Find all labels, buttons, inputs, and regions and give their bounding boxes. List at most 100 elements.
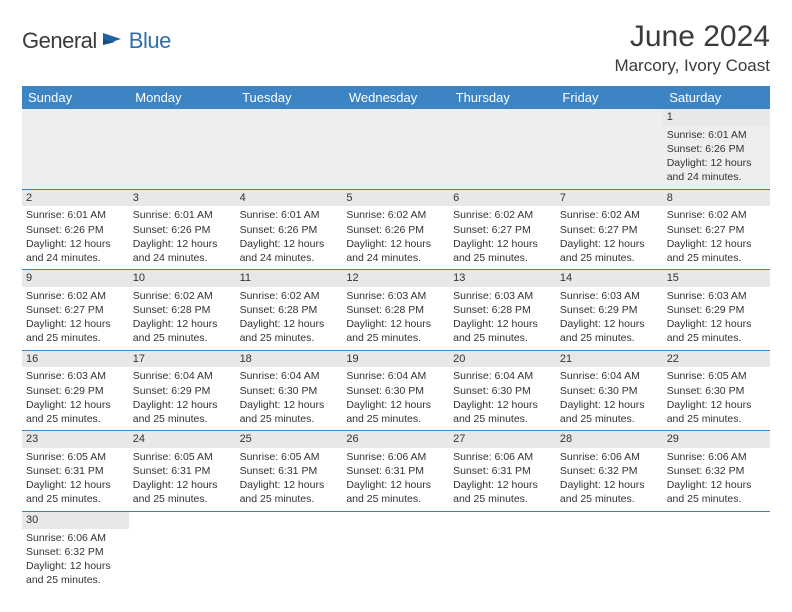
calendar-cell: 14Sunrise: 6:03 AMSunset: 6:29 PMDayligh… [556, 270, 663, 351]
day-detail: Sunrise: 6:01 AM [667, 128, 766, 142]
day-detail: Sunset: 6:26 PM [240, 223, 339, 237]
day-detail: and 25 minutes. [133, 492, 232, 506]
day-detail: Sunset: 6:26 PM [667, 142, 766, 156]
day-number: 14 [556, 270, 663, 287]
day-detail: Daylight: 12 hours [240, 317, 339, 331]
month-title: June 2024 [614, 20, 770, 54]
calendar-cell: 21Sunrise: 6:04 AMSunset: 6:30 PMDayligh… [556, 350, 663, 431]
day-detail: Sunrise: 6:04 AM [453, 369, 552, 383]
calendar-cell: 4Sunrise: 6:01 AMSunset: 6:26 PMDaylight… [236, 189, 343, 270]
day-detail: Daylight: 12 hours [26, 237, 125, 251]
flag-icon [103, 31, 125, 52]
day-detail: and 25 minutes. [26, 412, 125, 426]
header: General Blue June 2024 Marcory, Ivory Co… [22, 20, 770, 76]
day-detail: Sunrise: 6:06 AM [453, 450, 552, 464]
day-number: 9 [22, 270, 129, 287]
day-number: 28 [556, 431, 663, 448]
day-detail: Sunrise: 6:03 AM [667, 289, 766, 303]
calendar-cell: 13Sunrise: 6:03 AMSunset: 6:28 PMDayligh… [449, 270, 556, 351]
day-number: 8 [663, 190, 770, 207]
calendar-cell [342, 109, 449, 189]
day-detail: Daylight: 12 hours [133, 317, 232, 331]
day-detail: Sunrise: 6:02 AM [346, 208, 445, 222]
day-number: 7 [556, 190, 663, 207]
calendar-cell: 9Sunrise: 6:02 AMSunset: 6:27 PMDaylight… [22, 270, 129, 351]
day-detail: and 25 minutes. [346, 412, 445, 426]
day-number: 11 [236, 270, 343, 287]
day-number: 5 [342, 190, 449, 207]
day-detail: Sunset: 6:31 PM [133, 464, 232, 478]
day-detail: Sunrise: 6:06 AM [26, 531, 125, 545]
day-detail: and 25 minutes. [240, 331, 339, 345]
day-detail: Sunset: 6:30 PM [667, 384, 766, 398]
day-number: 2 [22, 190, 129, 207]
weekday-header: Wednesday [342, 86, 449, 109]
logo-text-general: General [22, 28, 97, 54]
day-detail: Sunrise: 6:03 AM [453, 289, 552, 303]
day-detail: Daylight: 12 hours [453, 398, 552, 412]
logo: General Blue [22, 20, 171, 54]
calendar-cell [556, 511, 663, 591]
calendar-cell: 12Sunrise: 6:03 AMSunset: 6:28 PMDayligh… [342, 270, 449, 351]
calendar-table: Sunday Monday Tuesday Wednesday Thursday… [22, 86, 770, 591]
day-detail: Daylight: 12 hours [346, 317, 445, 331]
day-detail: Sunrise: 6:06 AM [560, 450, 659, 464]
day-detail: Sunset: 6:31 PM [240, 464, 339, 478]
day-number: 15 [663, 270, 770, 287]
day-detail: Daylight: 12 hours [346, 398, 445, 412]
day-detail: Sunset: 6:28 PM [346, 303, 445, 317]
day-detail: Sunset: 6:30 PM [560, 384, 659, 398]
day-detail: Sunset: 6:27 PM [667, 223, 766, 237]
day-detail: and 25 minutes. [667, 492, 766, 506]
day-detail: and 25 minutes. [26, 331, 125, 345]
calendar-cell: 6Sunrise: 6:02 AMSunset: 6:27 PMDaylight… [449, 189, 556, 270]
day-detail: Sunset: 6:27 PM [560, 223, 659, 237]
weekday-header: Tuesday [236, 86, 343, 109]
day-detail: Daylight: 12 hours [26, 317, 125, 331]
day-detail: Sunrise: 6:01 AM [240, 208, 339, 222]
calendar-cell [556, 109, 663, 189]
calendar-row: 9Sunrise: 6:02 AMSunset: 6:27 PMDaylight… [22, 270, 770, 351]
location: Marcory, Ivory Coast [614, 56, 770, 76]
calendar-cell [449, 511, 556, 591]
day-detail: Sunrise: 6:04 AM [240, 369, 339, 383]
day-number: 22 [663, 351, 770, 368]
calendar-cell [342, 511, 449, 591]
day-detail: Daylight: 12 hours [560, 398, 659, 412]
day-detail: and 25 minutes. [667, 412, 766, 426]
calendar-cell: 29Sunrise: 6:06 AMSunset: 6:32 PMDayligh… [663, 431, 770, 512]
day-number: 1 [663, 109, 770, 126]
day-number: 3 [129, 190, 236, 207]
day-detail: and 25 minutes. [453, 412, 552, 426]
day-detail: Daylight: 12 hours [667, 317, 766, 331]
day-detail: and 25 minutes. [26, 573, 125, 587]
day-detail: Sunset: 6:29 PM [133, 384, 232, 398]
day-detail: Daylight: 12 hours [560, 478, 659, 492]
calendar-cell: 18Sunrise: 6:04 AMSunset: 6:30 PMDayligh… [236, 350, 343, 431]
day-detail: Sunset: 6:28 PM [453, 303, 552, 317]
calendar-cell: 11Sunrise: 6:02 AMSunset: 6:28 PMDayligh… [236, 270, 343, 351]
calendar-cell [663, 511, 770, 591]
day-detail: Sunrise: 6:05 AM [26, 450, 125, 464]
day-detail: Sunset: 6:31 PM [346, 464, 445, 478]
calendar-cell: 19Sunrise: 6:04 AMSunset: 6:30 PMDayligh… [342, 350, 449, 431]
day-detail: Daylight: 12 hours [240, 237, 339, 251]
calendar-cell: 25Sunrise: 6:05 AMSunset: 6:31 PMDayligh… [236, 431, 343, 512]
day-number: 4 [236, 190, 343, 207]
calendar-cell: 27Sunrise: 6:06 AMSunset: 6:31 PMDayligh… [449, 431, 556, 512]
day-number: 17 [129, 351, 236, 368]
day-detail: Daylight: 12 hours [133, 478, 232, 492]
day-detail: Sunset: 6:30 PM [453, 384, 552, 398]
day-detail: Sunrise: 6:06 AM [346, 450, 445, 464]
weekday-header: Friday [556, 86, 663, 109]
day-detail: and 25 minutes. [667, 251, 766, 265]
day-number: 24 [129, 431, 236, 448]
calendar-cell: 26Sunrise: 6:06 AMSunset: 6:31 PMDayligh… [342, 431, 449, 512]
day-detail: and 25 minutes. [560, 412, 659, 426]
weekday-header: Saturday [663, 86, 770, 109]
day-detail: Sunrise: 6:02 AM [453, 208, 552, 222]
calendar-row: 23Sunrise: 6:05 AMSunset: 6:31 PMDayligh… [22, 431, 770, 512]
calendar-cell: 23Sunrise: 6:05 AMSunset: 6:31 PMDayligh… [22, 431, 129, 512]
day-number: 26 [342, 431, 449, 448]
calendar-cell: 10Sunrise: 6:02 AMSunset: 6:28 PMDayligh… [129, 270, 236, 351]
